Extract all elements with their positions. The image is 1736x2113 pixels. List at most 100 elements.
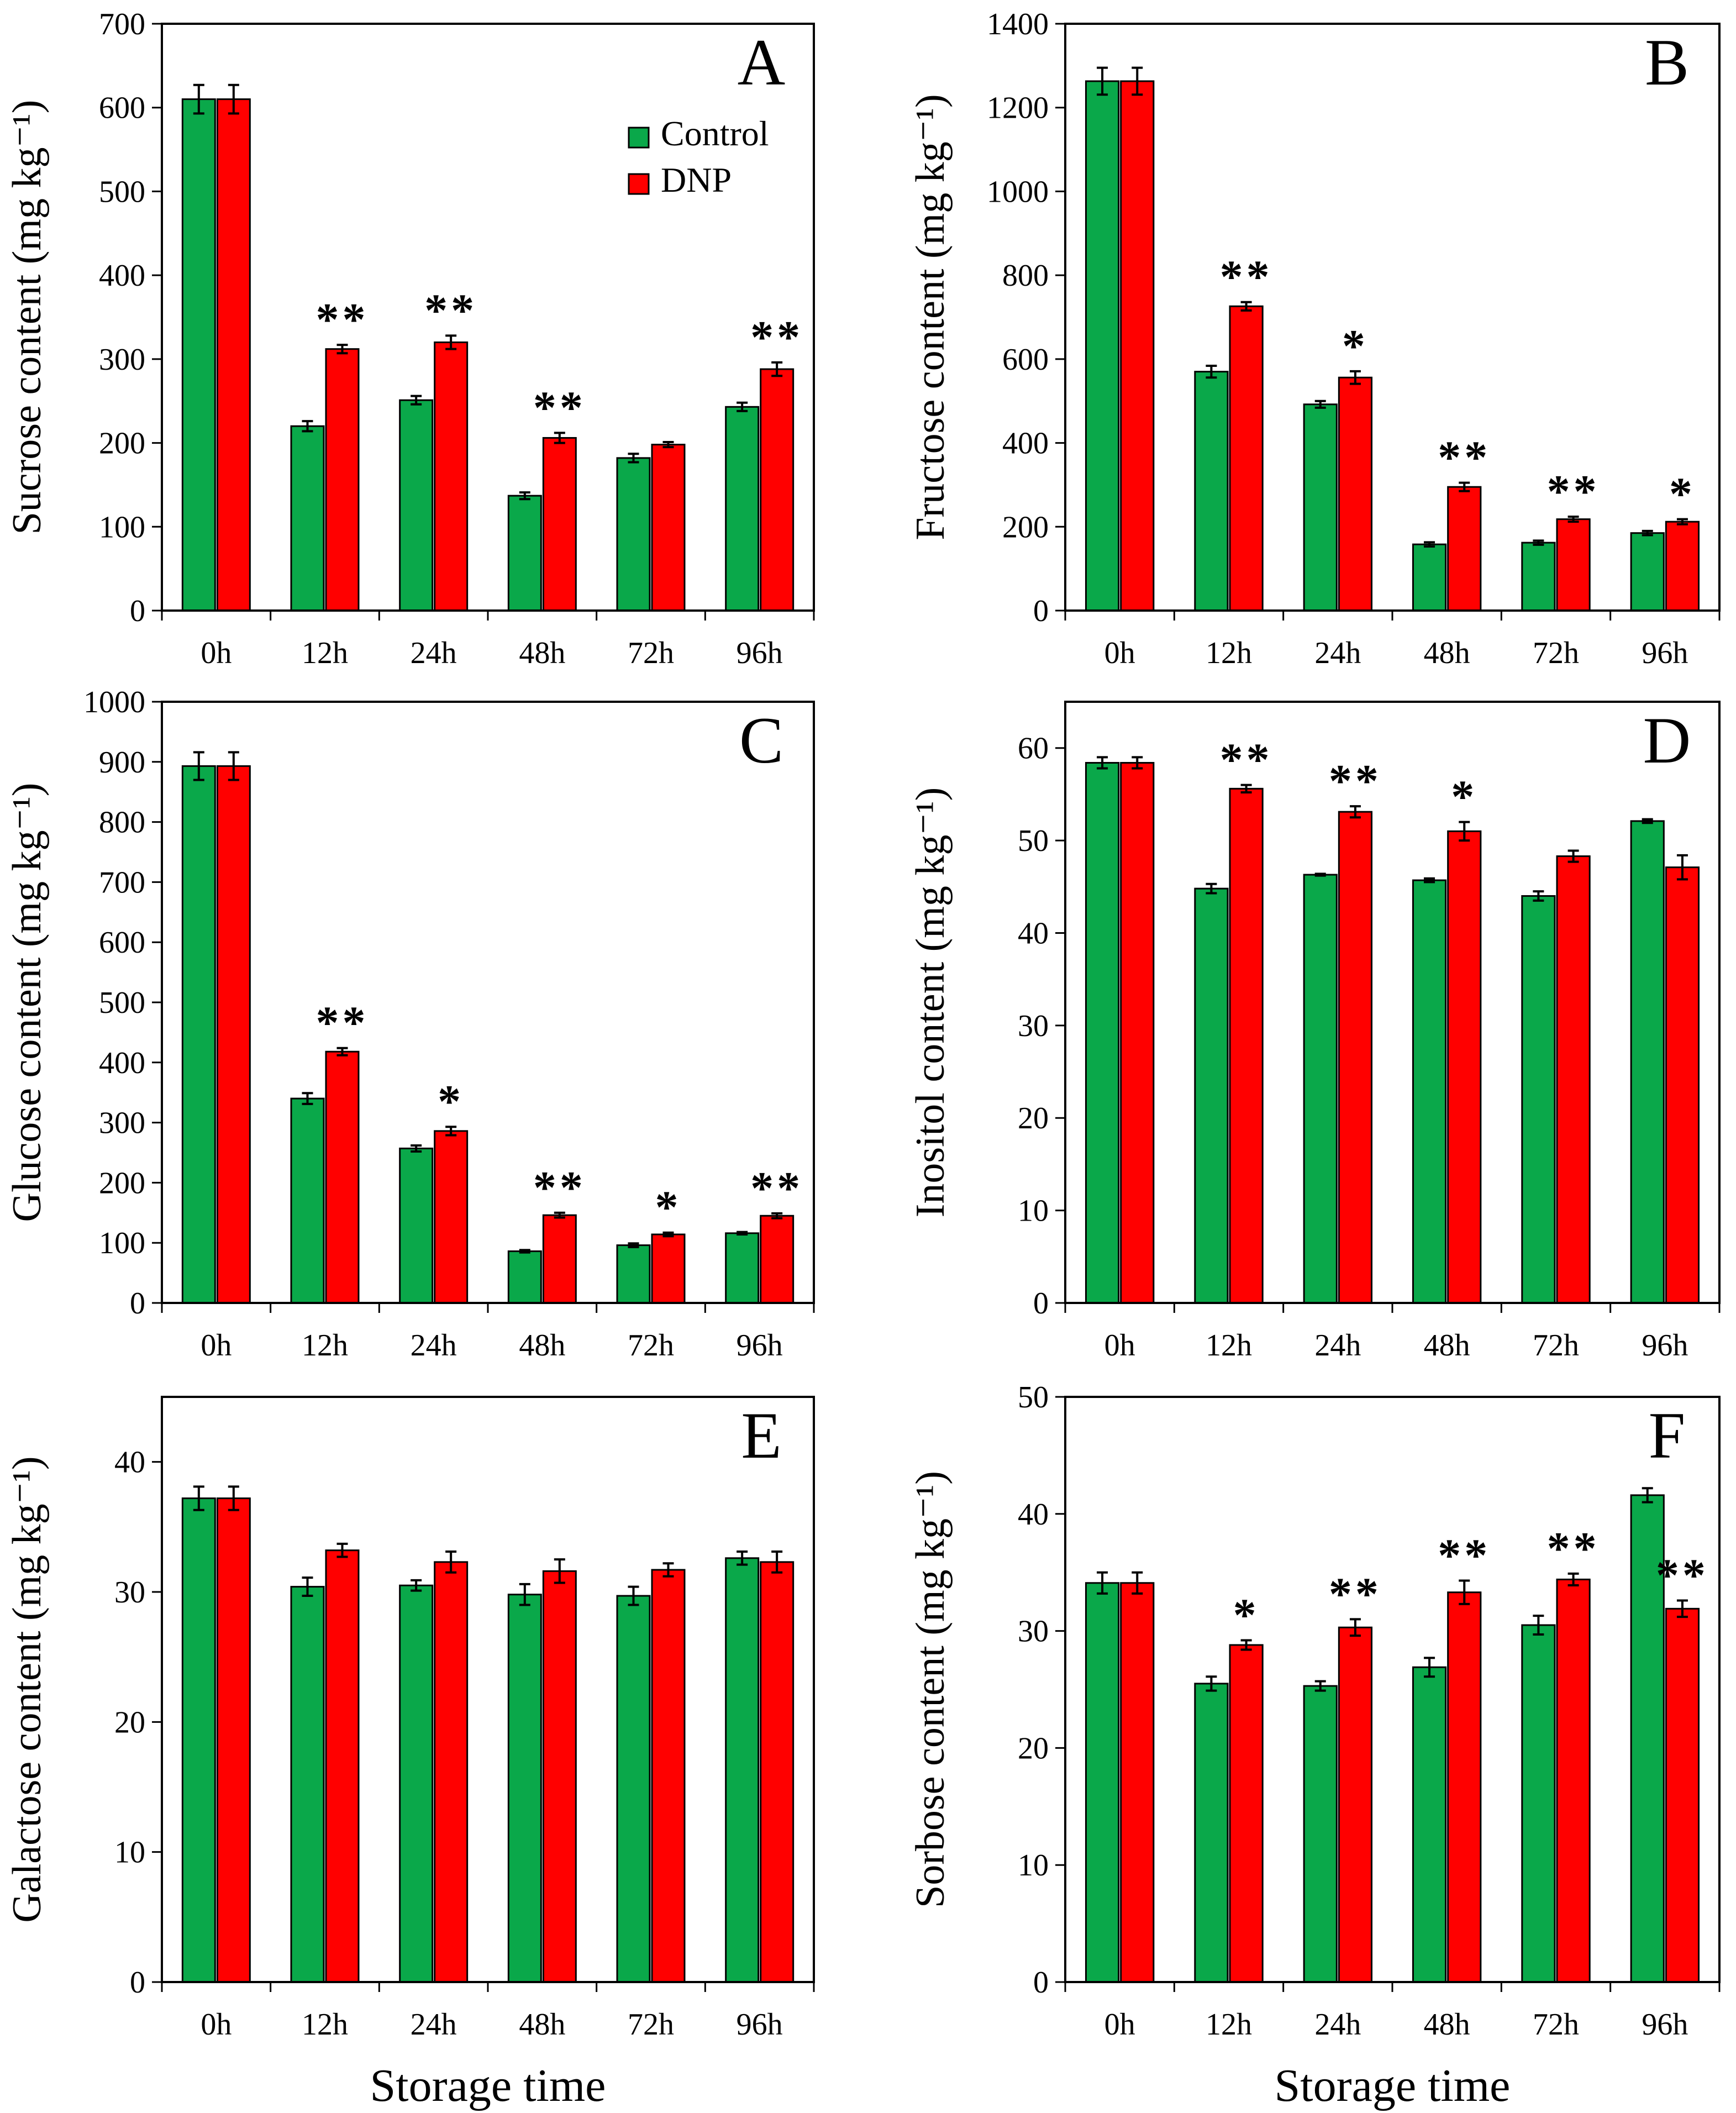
x-tick-label: 48h [519,1328,565,1363]
panel-letter: B [1645,25,1689,99]
bar-control-12h [290,1097,325,1304]
bar-control-72h [1521,895,1556,1304]
x-tick-label: 48h [519,2007,565,2042]
y-tick-label: 30 [1018,1009,1049,1043]
bar-dnp-96h [760,1561,795,1983]
panel-a: 0h ** 12h ** 24h ** 48h 72h ** 96h 0 100 200 300 400 50… [4,7,815,670]
plot-frame [161,23,815,612]
bar-control-24h [1303,403,1338,612]
bar-dnp-24h [1338,811,1373,1304]
y-tick-label: 10 [1018,1194,1049,1228]
y-axis-label: Sucrose content (mg kg⁻¹) [4,100,50,535]
y-tick-label: 800 [1002,259,1049,293]
significance-marker: ** [1656,1550,1709,1601]
x-axis-label: Storage time [370,2060,606,2111]
bar-control-12h [1194,1683,1229,1983]
y-tick-label: 600 [99,926,145,960]
panel-f: 0h * 12h ** 24h ** 48h ** 72h ** 96h 0 10 20 30 40 50 F So… [908,1380,1721,2111]
x-tick-label: 48h [1424,2007,1470,2042]
x-tick-label: 12h [1206,2007,1252,2042]
x-tick-label: 0h [1104,1328,1135,1363]
bar-dnp-24h [434,341,469,612]
bar-control-0h [1085,1582,1120,1983]
y-axis-label: Glucose content (mg kg⁻¹) [4,783,50,1222]
bar-dnp-12h [325,1050,360,1304]
legend-label-control: Control [661,114,769,153]
panel-e: 0h 12h 24h 48h 72h 96h 0 10 20 30 40 E Galactose con… [4,1396,815,2111]
significance-marker: ** [1438,432,1491,483]
panel-c: 0h ** 12h * 24h ** 48h * 72h ** 96h 0 100 200 300 400 50… [4,685,815,1363]
bar-dnp-96h [1665,521,1700,612]
plot-frame [161,1396,815,1983]
significance-marker: ** [1547,466,1600,517]
bar-dnp-72h [651,444,686,612]
bar-control-72h [616,457,651,612]
bar-dnp-12h [1229,787,1264,1304]
y-tick-label: 1000 [987,175,1049,209]
bar-dnp-72h [651,1233,686,1304]
bar-dnp-96h [760,368,795,612]
x-tick-label: 48h [1424,1328,1470,1363]
x-tick-label: 96h [1642,636,1688,670]
bar-dnp-96h [1665,1607,1700,1983]
bar-control-48h [1412,543,1447,612]
y-axis-label: Inositol content (mg kg⁻¹) [908,787,953,1218]
y-tick-label: 40 [1018,1497,1049,1532]
bar-dnp-0h [1120,761,1155,1304]
y-tick-label: 0 [1033,594,1049,628]
bar-dnp-48h [542,1214,577,1304]
bar-dnp-72h [651,1569,686,1983]
y-tick-label: 20 [1018,1731,1049,1765]
bar-control-96h [1630,820,1665,1304]
bar-control-96h [725,406,760,612]
bar-control-48h [1412,879,1447,1304]
panel-d: 0h ** 12h ** 24h * 48h 72h 96h 0 10 20 30 40 50 60 D Inos… [908,701,1721,1363]
bar-control-12h [290,425,325,612]
panel-letter: C [739,703,783,777]
y-tick-label: 0 [1033,1965,1049,2000]
bar-dnp-12h [1229,305,1264,612]
bar-dnp-48h [542,437,577,612]
x-tick-label: 72h [1533,2007,1579,2042]
y-tick-label: 200 [1002,510,1049,544]
x-tick-label: 12h [302,636,348,670]
panel-letter: F [1649,1399,1686,1472]
significance-marker: * [438,1076,464,1127]
bar-control-0h [181,765,216,1304]
panel-b: 0h ** 12h * 24h ** 48h ** 72h * 96h 0 200 400 600 800 10… [908,7,1721,670]
x-tick-label: 24h [411,1328,457,1363]
y-tick-label: 50 [1018,824,1049,858]
bar-control-0h [1085,80,1120,612]
y-tick-label: 900 [99,745,145,780]
bar-dnp-24h [1338,1626,1373,1983]
significance-marker: ** [316,294,369,345]
x-tick-label: 24h [1314,636,1361,670]
y-tick-label: 30 [1018,1615,1049,1649]
x-tick-label: 0h [201,2007,232,2042]
plot-frame [1064,23,1721,612]
panel-letter: A [738,25,786,99]
x-tick-label: 0h [201,636,232,670]
x-tick-label: 48h [1424,636,1470,670]
significance-marker: ** [750,1163,803,1214]
plot-frame [1064,701,1721,1304]
bar-control-24h [1303,1685,1338,1983]
significance-marker: ** [1329,1568,1382,1620]
bar-control-72h [1521,542,1556,612]
x-tick-label: 24h [1314,2007,1361,2042]
y-tick-label: 400 [99,1046,145,1080]
panel-letter: E [741,1399,781,1472]
bar-control-96h [725,1232,760,1304]
bar-dnp-72h [1556,518,1591,612]
x-tick-label: 12h [1206,636,1252,670]
y-tick-label: 40 [114,1446,145,1480]
bar-dnp-72h [1556,1578,1591,1983]
legend-label-dnp: DNP [661,160,732,199]
y-tick-label: 500 [99,986,145,1020]
y-tick-label: 500 [99,175,145,209]
y-tick-label: 600 [99,91,145,125]
bar-control-12h [290,1586,325,1983]
bar-dnp-0h [216,765,251,1304]
bar-control-0h [181,98,216,612]
y-axis-label: Sorbose content (mg kg⁻¹) [908,1471,953,1908]
